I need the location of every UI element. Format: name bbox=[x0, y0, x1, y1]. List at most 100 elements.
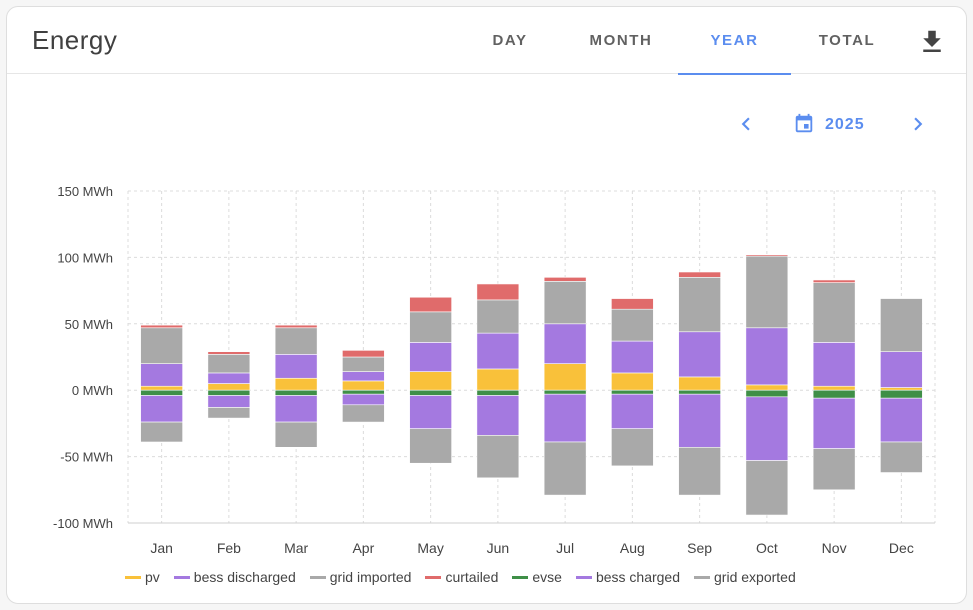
bar-segment-curtailed-sep[interactable] bbox=[678, 271, 721, 278]
bar-segment-grid-imported-dec[interactable] bbox=[880, 298, 923, 352]
bar-segment-bess-discharged-mar[interactable] bbox=[274, 354, 318, 379]
bar-segment-grid-imported-feb[interactable] bbox=[207, 354, 251, 374]
bar-segment-grid-imported-nov[interactable] bbox=[812, 282, 856, 343]
legend-item-bess-discharged[interactable]: bess discharged bbox=[173, 569, 296, 585]
bar-segment-evse-sep[interactable] bbox=[678, 389, 721, 395]
bar-segment-curtailed-apr[interactable] bbox=[342, 350, 385, 358]
legend-item-curtailed[interactable]: curtailed bbox=[425, 569, 498, 585]
bar-segment-evse-mar[interactable] bbox=[274, 389, 318, 396]
bar-segment-bess-discharged-sep[interactable] bbox=[678, 331, 721, 378]
download-icon[interactable] bbox=[917, 27, 947, 57]
bar-segment-evse-may[interactable] bbox=[409, 389, 452, 396]
bar-segment-pv-mar[interactable] bbox=[274, 377, 318, 391]
legend-item-bess-charged[interactable]: bess charged bbox=[575, 569, 680, 585]
bar-segment-pv-oct[interactable] bbox=[745, 384, 789, 391]
bar-segment-bess-discharged-jul[interactable] bbox=[543, 323, 587, 364]
legend-item-pv[interactable]: pv bbox=[125, 569, 160, 585]
bar-segment-curtailed-jun[interactable] bbox=[476, 283, 520, 301]
bar-segment-evse-apr[interactable] bbox=[342, 389, 385, 395]
bar-segment-evse-oct[interactable] bbox=[745, 389, 789, 398]
tab-month[interactable]: MONTH bbox=[573, 7, 669, 74]
bar-segment-grid-exported-dec[interactable] bbox=[880, 441, 923, 473]
bar-segment-grid-imported-jan[interactable] bbox=[140, 327, 183, 364]
tab-total[interactable]: TOTAL bbox=[804, 7, 890, 74]
bar-segment-grid-imported-jun[interactable] bbox=[476, 299, 520, 334]
bar-segment-grid-exported-jun[interactable] bbox=[476, 435, 520, 479]
legend-item-grid-exported[interactable]: grid exported bbox=[694, 569, 796, 585]
bar-segment-grid-exported-jan[interactable] bbox=[140, 421, 183, 443]
tab-year[interactable]: YEAR bbox=[678, 7, 791, 75]
chevron-right-icon[interactable] bbox=[905, 111, 931, 137]
bar-segment-grid-imported-oct[interactable] bbox=[745, 255, 789, 329]
chevron-left-icon[interactable] bbox=[733, 111, 759, 137]
bar-segment-curtailed-nov[interactable] bbox=[812, 279, 856, 283]
bar-segment-bess-charged-jun[interactable] bbox=[476, 395, 520, 436]
bar-segment-evse-aug[interactable] bbox=[611, 389, 654, 395]
bar-segment-bess-discharged-may[interactable] bbox=[409, 342, 452, 372]
legend-item-grid-imported[interactable]: grid imported bbox=[309, 569, 411, 585]
bar-segment-pv-aug[interactable] bbox=[611, 372, 654, 391]
bar-segment-pv-jan[interactable] bbox=[140, 385, 183, 391]
bar-segment-grid-exported-mar[interactable] bbox=[274, 421, 318, 448]
bar-segment-grid-exported-nov[interactable] bbox=[812, 448, 856, 491]
bar-segment-pv-apr[interactable] bbox=[342, 380, 385, 391]
bar-segment-bess-charged-may[interactable] bbox=[409, 395, 452, 430]
bar-segment-evse-dec[interactable] bbox=[880, 389, 923, 399]
bar-segment-bess-discharged-aug[interactable] bbox=[611, 340, 654, 374]
bar-segment-grid-exported-jul[interactable] bbox=[543, 441, 587, 496]
bar-segment-curtailed-jul[interactable] bbox=[543, 277, 587, 282]
bar-segment-pv-sep[interactable] bbox=[678, 376, 721, 391]
bar-segment-curtailed-jan[interactable] bbox=[140, 324, 183, 329]
bar-segment-grid-exported-may[interactable] bbox=[409, 428, 452, 464]
bar-segment-bess-discharged-apr[interactable] bbox=[342, 371, 385, 382]
bar-segment-grid-exported-sep[interactable] bbox=[678, 447, 721, 496]
bar-segment-evse-feb[interactable] bbox=[207, 389, 251, 396]
bar-segment-pv-may[interactable] bbox=[409, 371, 452, 391]
x-tick-label: May bbox=[417, 540, 443, 556]
bar-segment-curtailed-may[interactable] bbox=[409, 296, 452, 313]
bar-segment-pv-dec[interactable] bbox=[880, 387, 923, 391]
bar-segment-grid-exported-aug[interactable] bbox=[611, 428, 654, 467]
bar-segment-bess-charged-mar[interactable] bbox=[274, 395, 318, 423]
bar-segment-curtailed-oct[interactable] bbox=[745, 254, 789, 257]
bar-segment-grid-imported-apr[interactable] bbox=[342, 356, 385, 372]
calendar-icon[interactable] bbox=[793, 113, 815, 135]
bar-segment-pv-jun[interactable] bbox=[476, 368, 520, 391]
bar-segment-bess-charged-jan[interactable] bbox=[140, 395, 183, 423]
bar-segment-grid-exported-oct[interactable] bbox=[745, 460, 789, 516]
bar-segment-bess-charged-nov[interactable] bbox=[812, 397, 856, 449]
tab-day[interactable]: DAY bbox=[472, 7, 548, 74]
bar-segment-evse-jul[interactable] bbox=[543, 389, 587, 395]
bar-segment-bess-discharged-jun[interactable] bbox=[476, 332, 520, 370]
bar-segment-bess-discharged-dec[interactable] bbox=[880, 351, 923, 388]
bar-segment-bess-charged-sep[interactable] bbox=[678, 393, 721, 448]
bar-segment-evse-nov[interactable] bbox=[812, 389, 856, 399]
bar-segment-evse-jan[interactable] bbox=[140, 389, 183, 396]
bar-segment-curtailed-mar[interactable] bbox=[274, 324, 318, 329]
bar-segment-grid-imported-aug[interactable] bbox=[611, 308, 654, 342]
bar-segment-curtailed-feb[interactable] bbox=[207, 351, 251, 355]
bar-segment-evse-jun[interactable] bbox=[476, 389, 520, 396]
bar-segment-bess-charged-feb[interactable] bbox=[207, 395, 251, 408]
bar-segment-grid-imported-may[interactable] bbox=[409, 311, 452, 343]
bar-segment-bess-charged-aug[interactable] bbox=[611, 393, 654, 430]
bar-segment-pv-feb[interactable] bbox=[207, 383, 251, 391]
bar-segment-curtailed-aug[interactable] bbox=[611, 298, 654, 310]
bar-segment-grid-exported-apr[interactable] bbox=[342, 404, 385, 423]
bar-segment-bess-discharged-nov[interactable] bbox=[812, 342, 856, 387]
bar-segment-bess-charged-dec[interactable] bbox=[880, 397, 923, 443]
bar-segment-grid-exported-feb[interactable] bbox=[207, 407, 251, 419]
legend-item-evse[interactable]: evse bbox=[512, 569, 562, 585]
bar-segment-pv-nov[interactable] bbox=[812, 385, 856, 391]
bar-segment-grid-imported-jul[interactable] bbox=[543, 281, 587, 325]
bar-segment-grid-imported-sep[interactable] bbox=[678, 277, 721, 333]
bar-segment-grid-imported-mar[interactable] bbox=[274, 327, 318, 355]
bar-segment-bess-charged-apr[interactable] bbox=[342, 393, 385, 406]
bar-segment-bess-charged-oct[interactable] bbox=[745, 396, 789, 461]
bar-segment-bess-discharged-jan[interactable] bbox=[140, 363, 183, 387]
bar-segment-bess-discharged-feb[interactable] bbox=[207, 372, 251, 384]
year-label[interactable]: 2025 bbox=[825, 116, 865, 133]
bar-segment-pv-jul[interactable] bbox=[543, 363, 587, 391]
bar-segment-bess-discharged-oct[interactable] bbox=[745, 327, 789, 386]
bar-segment-bess-charged-jul[interactable] bbox=[543, 393, 587, 443]
